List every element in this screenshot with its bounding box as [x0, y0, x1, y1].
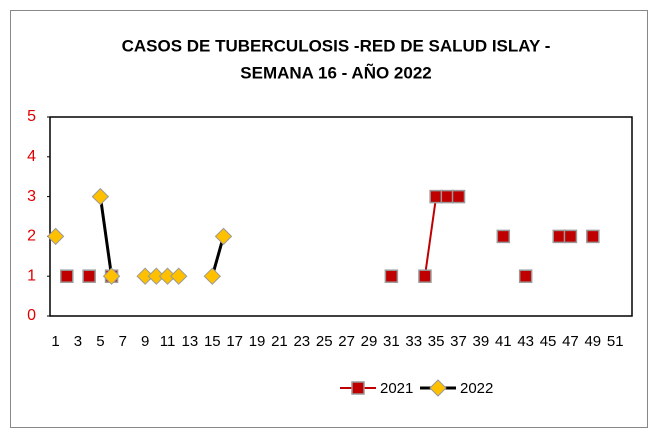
plot-area [49, 116, 633, 317]
y-tick-label: 2 [27, 228, 36, 245]
x-tick-label: 45 [540, 333, 557, 350]
data-point [60, 269, 74, 283]
data-point [384, 269, 399, 283]
legend-label: 2021 [380, 380, 413, 397]
y-tick-label: 1 [27, 267, 36, 284]
x-tick-label: 51 [607, 333, 624, 350]
data-point [552, 229, 566, 244]
x-tick-label: 37 [450, 333, 467, 350]
data-point [203, 267, 221, 285]
y-tick-label: 3 [27, 188, 36, 205]
x-tick-label: 23 [293, 333, 310, 350]
x-tick-label: 25 [316, 333, 333, 350]
chart-frame [10, 10, 648, 428]
data-point [418, 269, 432, 283]
x-tick-label: 21 [271, 333, 288, 350]
x-tick-label: 7 [119, 333, 127, 350]
x-tick-label: 39 [473, 333, 490, 350]
x-tick-label: 27 [338, 333, 355, 350]
x-tick-label: 29 [361, 333, 378, 350]
x-tick-label: 33 [405, 333, 422, 350]
x-tick-label: 43 [517, 333, 534, 350]
x-tick-label: 49 [584, 333, 601, 350]
data-point [82, 269, 96, 283]
data-point [518, 269, 533, 283]
legend-marker [429, 379, 447, 397]
y-tick-label: 5 [27, 108, 36, 125]
chart-title: CASOS DE TUBERCULOSIS -RED DE SALUD ISLA… [122, 36, 551, 55]
data-point [91, 187, 110, 206]
x-tick-label: 31 [383, 333, 400, 350]
data-point [563, 229, 578, 244]
x-tick-label: 13 [182, 333, 199, 350]
x-tick-label: 3 [74, 333, 82, 350]
y-tick-label: 4 [27, 148, 36, 165]
x-tick-label: 11 [160, 333, 176, 350]
data-point [496, 229, 511, 244]
x-tick-label: 35 [428, 333, 445, 350]
x-tick-label: 5 [96, 333, 104, 350]
data-point [440, 189, 455, 204]
data-point [451, 189, 466, 204]
legend-marker [351, 381, 365, 395]
data-point [214, 227, 233, 246]
legend-label: 2022 [460, 380, 493, 397]
data-point [102, 267, 121, 285]
data-point [46, 227, 65, 246]
x-tick-label: 47 [562, 333, 579, 350]
data-point [586, 229, 600, 244]
x-tick-label: 15 [204, 333, 221, 350]
data-point [429, 189, 443, 204]
data-point [170, 267, 188, 285]
x-tick-label: 1 [51, 333, 59, 350]
x-tick-label: 41 [495, 333, 512, 350]
x-tick-label: 17 [226, 333, 243, 350]
x-tick-label: 9 [141, 333, 149, 350]
y-tick-label: 0 [27, 307, 36, 324]
chart-title: SEMANA 16 - AÑO 2022 [240, 62, 431, 82]
x-tick-label: 19 [249, 333, 266, 350]
